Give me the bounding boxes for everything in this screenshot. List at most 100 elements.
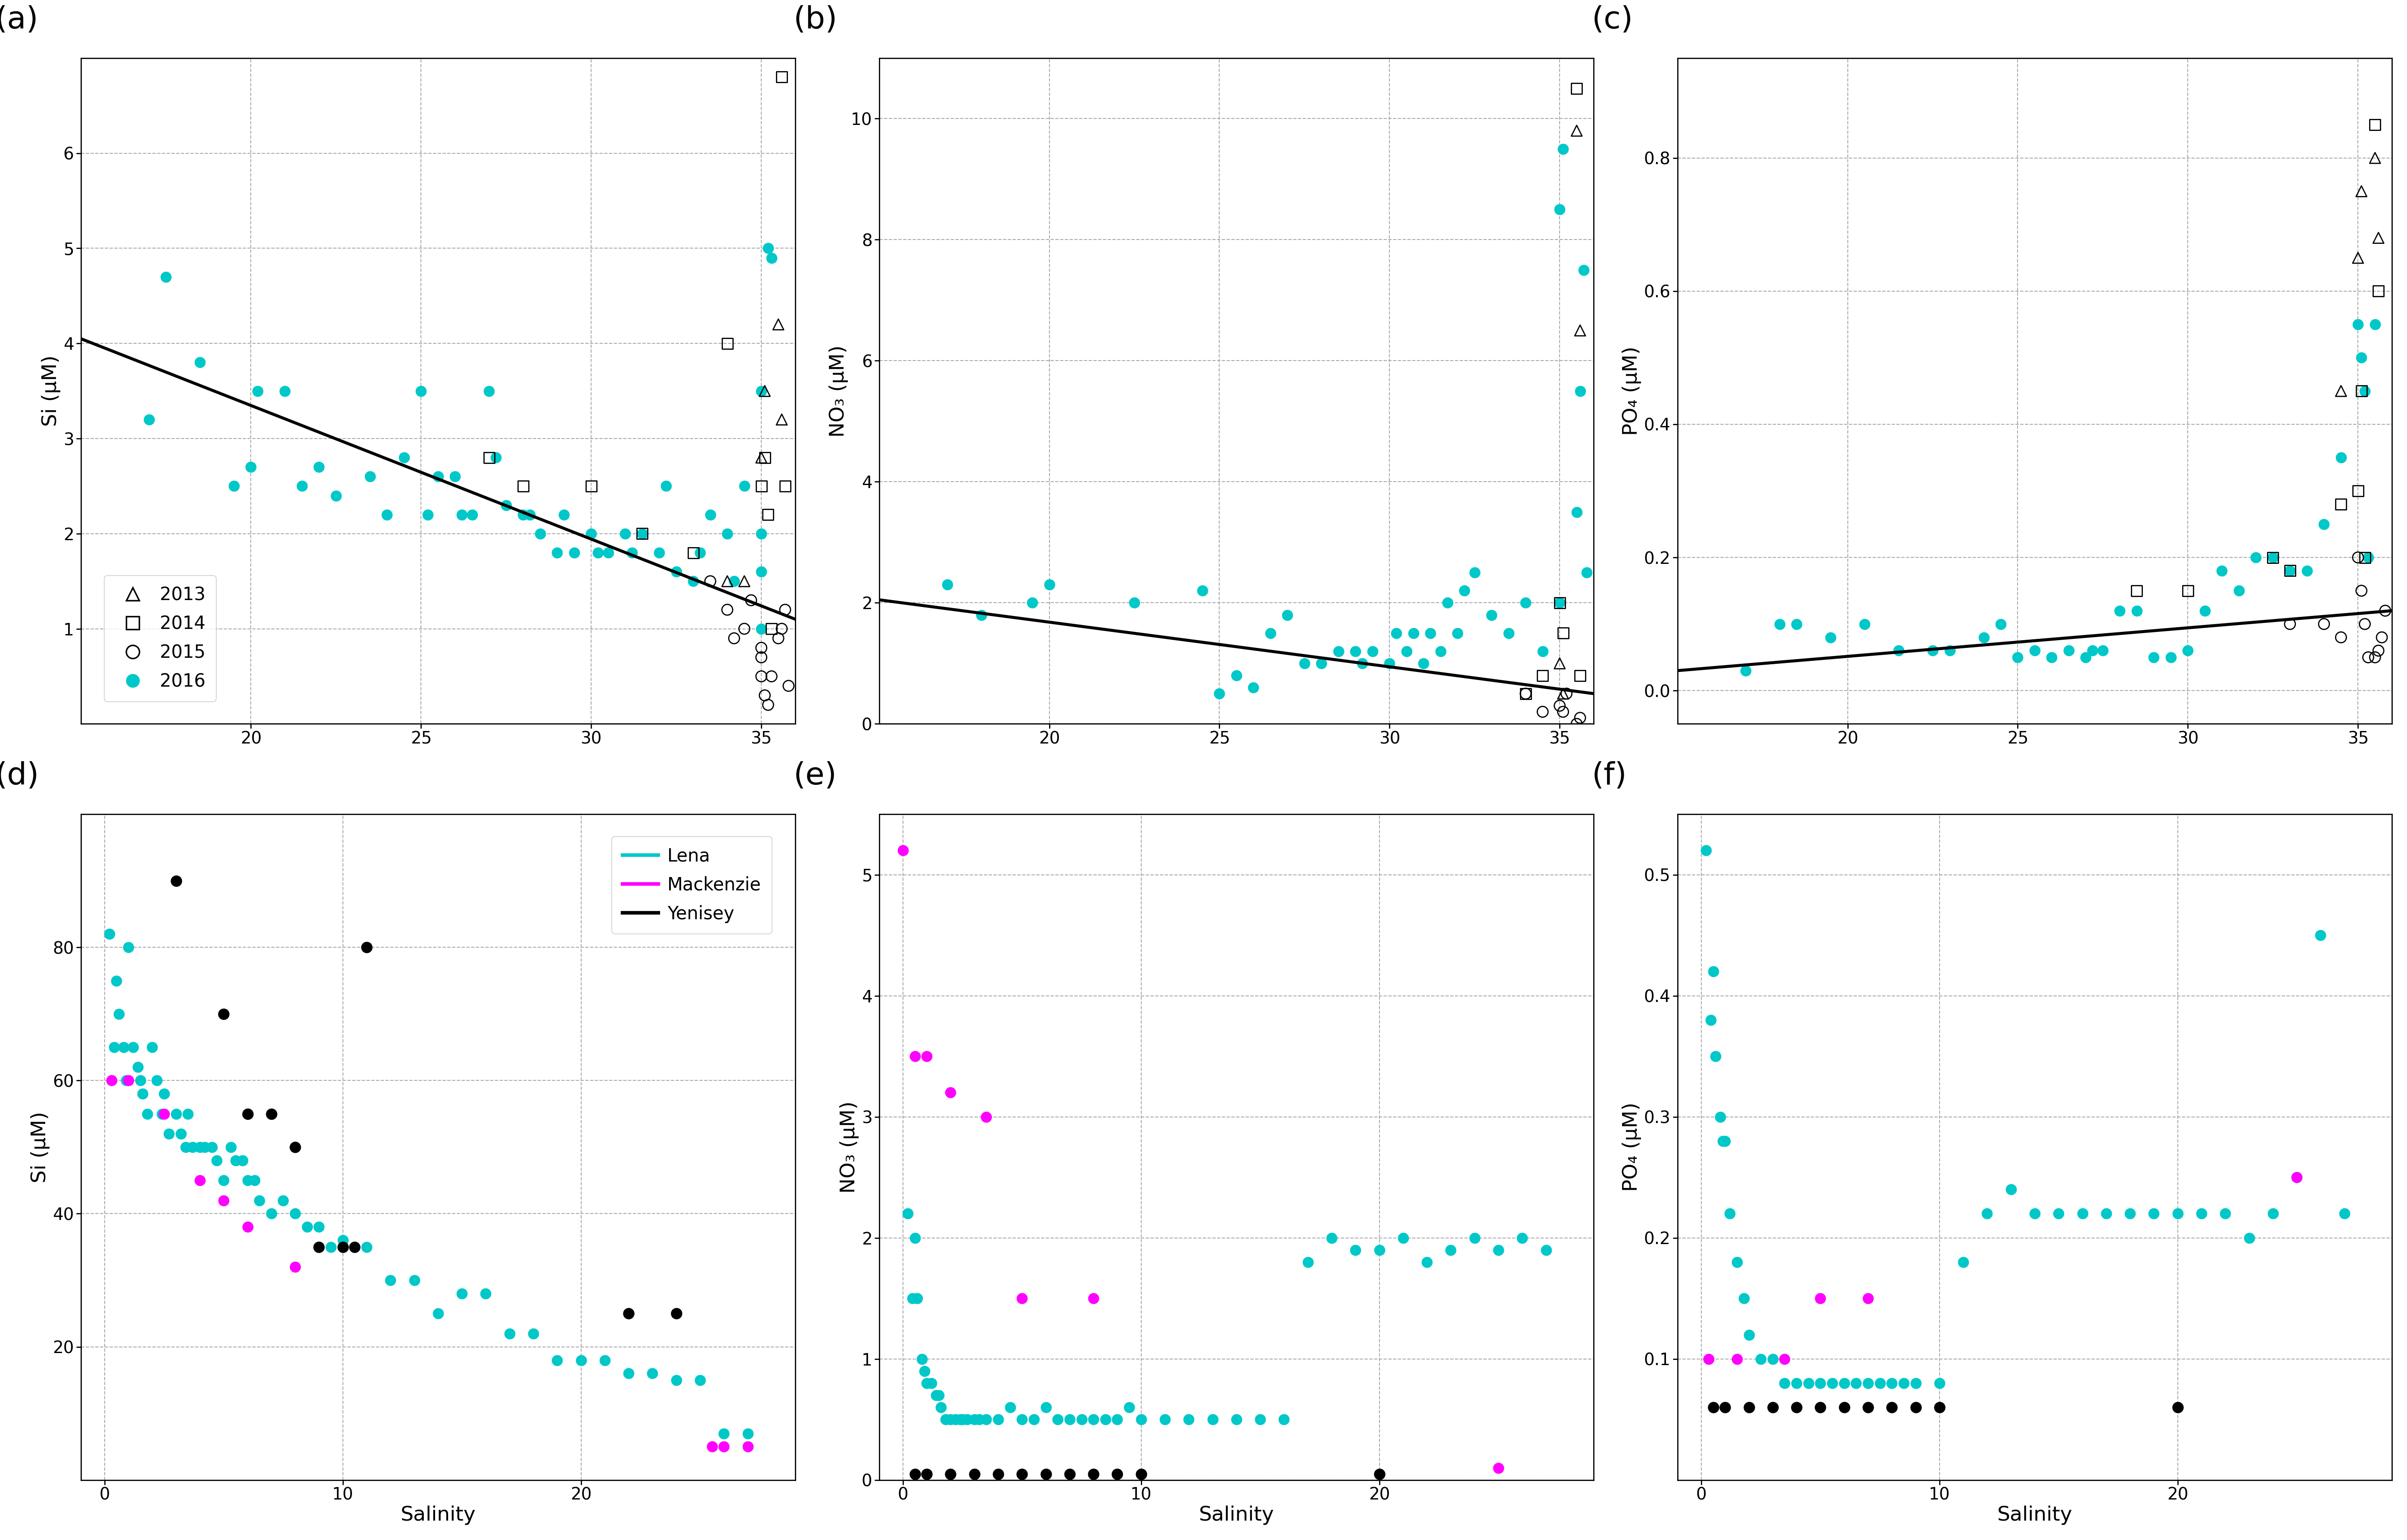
Point xyxy=(895,1044,934,1069)
Point xyxy=(895,1226,934,1250)
Point xyxy=(193,1135,231,1160)
Point xyxy=(1800,1395,1839,1420)
Point xyxy=(1432,1238,1471,1263)
Point xyxy=(2340,313,2378,337)
Point xyxy=(253,1201,291,1226)
Point xyxy=(708,331,746,356)
Point xyxy=(277,1135,315,1160)
Point xyxy=(1776,611,1815,636)
Point xyxy=(1687,838,1726,862)
Point xyxy=(640,541,679,565)
Point xyxy=(746,445,785,470)
Point xyxy=(123,1081,161,1106)
Y-axis label: Si (μM): Si (μM) xyxy=(41,356,60,427)
Point xyxy=(765,474,804,499)
Point xyxy=(2135,645,2174,670)
Point xyxy=(1336,1238,1374,1263)
Point xyxy=(132,1035,171,1060)
Y-axis label: Si (μM): Si (μM) xyxy=(31,1112,51,1183)
Point xyxy=(1252,621,1290,645)
Point xyxy=(758,625,797,650)
Point xyxy=(893,1286,932,1311)
Point xyxy=(948,1408,987,1432)
Point xyxy=(224,1149,262,1173)
Point xyxy=(1755,1395,1793,1420)
Point xyxy=(156,869,195,893)
Point xyxy=(108,935,147,959)
Point xyxy=(1098,1408,1136,1432)
Point xyxy=(301,454,339,479)
Point xyxy=(1420,639,1459,664)
Point xyxy=(537,541,575,565)
Point xyxy=(2072,639,2111,664)
Point xyxy=(898,1286,936,1311)
Point xyxy=(147,265,185,290)
Point xyxy=(725,568,763,593)
Point xyxy=(229,1215,267,1240)
Point xyxy=(520,522,558,547)
Point xyxy=(1825,1371,1863,1395)
Point xyxy=(2323,625,2361,650)
Point xyxy=(623,522,662,547)
Point xyxy=(371,1267,409,1292)
Point xyxy=(657,1301,696,1326)
Point xyxy=(289,1215,327,1240)
Point xyxy=(1540,590,1579,614)
Point xyxy=(1218,664,1256,688)
Point xyxy=(2344,379,2383,403)
Point xyxy=(1013,590,1052,614)
Point xyxy=(2342,179,2381,203)
Point xyxy=(1726,1286,1764,1311)
Point xyxy=(1170,1408,1208,1432)
Point xyxy=(681,541,720,565)
Point xyxy=(2344,611,2383,636)
Point xyxy=(142,1101,181,1126)
Point xyxy=(503,502,542,527)
Point xyxy=(1004,1461,1042,1486)
Point xyxy=(1456,561,1495,585)
Point xyxy=(1945,1250,1983,1275)
Point xyxy=(128,1101,166,1126)
Point xyxy=(1776,1395,1815,1420)
Point xyxy=(1028,1395,1066,1420)
Point xyxy=(1427,590,1466,614)
Point xyxy=(2101,599,2140,624)
Point xyxy=(1695,1395,1733,1420)
Point xyxy=(113,1035,152,1060)
Point xyxy=(335,1235,373,1260)
Point xyxy=(573,522,611,547)
Point xyxy=(2169,639,2207,664)
Point xyxy=(2356,645,2395,670)
Point xyxy=(1004,1408,1042,1432)
Point xyxy=(1444,579,1483,604)
Point xyxy=(741,616,780,641)
Point xyxy=(2323,445,2361,470)
Legend: Lena, Mackenzie, Yenisey: Lena, Mackenzie, Yenisey xyxy=(611,836,773,933)
Point xyxy=(323,1227,361,1252)
Point xyxy=(1480,1455,1519,1480)
Point xyxy=(1507,681,1545,705)
Point xyxy=(2183,1201,2222,1226)
Point xyxy=(1302,651,1341,676)
Point xyxy=(1540,590,1579,614)
Point xyxy=(1524,664,1562,688)
Point xyxy=(1697,1044,1735,1069)
Point xyxy=(927,1408,965,1432)
Point xyxy=(2306,511,2344,536)
Point xyxy=(2270,611,2308,636)
Point xyxy=(905,1358,944,1383)
Point xyxy=(2306,611,2344,636)
Point xyxy=(1755,1346,1793,1371)
Point xyxy=(1336,639,1374,664)
Point xyxy=(1524,699,1562,724)
Point xyxy=(1194,1408,1232,1432)
Text: (a): (a) xyxy=(0,5,39,34)
Point xyxy=(1074,1461,1112,1486)
Point xyxy=(1921,1395,1959,1420)
Point xyxy=(1560,664,1598,688)
Point xyxy=(1480,1238,1519,1263)
Point xyxy=(1921,1371,1959,1395)
Point xyxy=(1490,621,1528,645)
Point xyxy=(1849,1395,1887,1420)
Point xyxy=(1028,1461,1066,1486)
